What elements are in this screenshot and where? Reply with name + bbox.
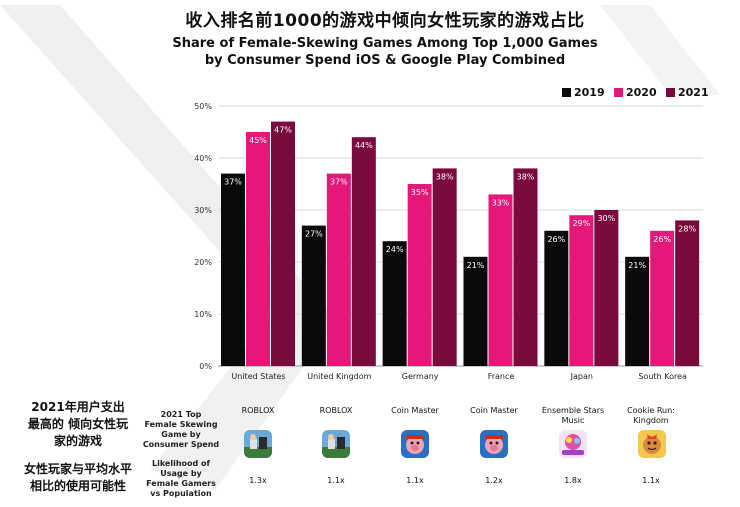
- x-tick-label: France: [488, 372, 515, 381]
- x-tick-label: United Kingdom: [307, 372, 371, 381]
- game-name-japan: Ensemble Stars Music: [541, 406, 605, 425]
- data-label: 26%: [653, 235, 671, 244]
- data-label: 37%: [330, 178, 348, 187]
- data-label: 26%: [547, 235, 565, 244]
- coin-master-icon: [401, 430, 429, 458]
- legend-label-2019: 2019: [574, 86, 605, 99]
- y-tick-label: 50%: [194, 102, 212, 111]
- multiplier-south-korea: 1.1x: [642, 476, 660, 485]
- bar-2019: [221, 173, 245, 366]
- chart-titles: 收入排名前1000的游戏中倾向女性玩家的游戏占比 Share of Female…: [0, 6, 740, 69]
- bar-2020: [650, 230, 675, 366]
- bar-2021: [594, 210, 619, 366]
- label-top-game-cn: 2021年用户支出 最高的 倾向女性玩 家的游戏: [27, 400, 129, 448]
- multiplier-united-states: 1.3x: [249, 476, 267, 485]
- cookie-run-icon: [638, 430, 666, 458]
- data-label: 28%: [678, 224, 696, 233]
- coin-master-icon: [480, 430, 508, 458]
- data-label: 24%: [386, 245, 404, 254]
- bar-2020: [326, 173, 351, 366]
- data-label: 27%: [305, 230, 323, 239]
- data-label: 38%: [517, 172, 535, 181]
- multiplier-france: 1.2x: [485, 476, 503, 485]
- bar-2020: [488, 194, 513, 366]
- y-tick-label: 0%: [199, 362, 212, 371]
- legend-swatch-2020: [614, 88, 623, 97]
- bar-2019: [301, 225, 326, 366]
- x-tick-label: South Korea: [638, 372, 687, 381]
- y-tick-label: 20%: [194, 258, 212, 267]
- x-tick-label: Germany: [402, 372, 439, 381]
- title-chinese: 收入排名前1000的游戏中倾向女性玩家的游戏占比: [185, 11, 585, 31]
- y-tick-label: 40%: [194, 154, 212, 163]
- legend-label-2021: 2021: [678, 86, 709, 99]
- bar-2019: [382, 241, 407, 366]
- bar-2019: [544, 230, 569, 366]
- ensemble-stars-icon: [559, 430, 587, 458]
- bar-2021: [271, 121, 295, 366]
- data-label: 35%: [411, 188, 429, 197]
- roblox-icon: [244, 430, 272, 458]
- legend-swatch-2021: [666, 88, 675, 97]
- data-label: 44%: [355, 141, 373, 150]
- y-tick-label: 10%: [194, 310, 212, 319]
- bar-2020: [569, 215, 594, 366]
- multiplier-germany: 1.1x: [406, 476, 424, 485]
- game-name-united-kingdom: ROBLOX: [319, 406, 353, 415]
- title-english-line1: Share of Female-Skewing Games Among Top …: [172, 36, 598, 51]
- bar-2021: [351, 137, 376, 366]
- bar-2019: [625, 256, 650, 366]
- x-tick-label: United States: [231, 372, 285, 381]
- data-label: 21%: [628, 261, 646, 270]
- bar-2021: [513, 168, 538, 366]
- data-label: 45%: [249, 136, 267, 145]
- multiplier-united-kingdom: 1.1x: [327, 476, 345, 485]
- bar-2021: [675, 220, 700, 366]
- legend-label-2020: 2020: [626, 86, 657, 99]
- legend-swatch-2019: [562, 88, 571, 97]
- data-label: 47%: [274, 126, 292, 135]
- label-likelihood-en: Likelihood of Usage by Female Gamers vs Pop…: [146, 459, 216, 498]
- game-name-south-korea: Cookie Run: Kingdom: [627, 406, 675, 425]
- label-likelihood-cn: 女性玩家与平均水平 相比的使用可能性: [23, 462, 132, 493]
- data-label: 21%: [467, 261, 485, 270]
- bar-2019: [463, 256, 488, 366]
- game-name-germany: Coin Master: [391, 406, 439, 415]
- bar-2020: [246, 132, 270, 366]
- data-label: 30%: [597, 214, 615, 223]
- game-name-france: Coin Master: [470, 406, 518, 415]
- data-label: 33%: [492, 198, 510, 207]
- data-label: 37%: [224, 178, 242, 187]
- title-english-line2: by Consumer Spend iOS & Google Play Comb…: [204, 53, 566, 68]
- label-top-game-en: 2021 Top Female Skewing Game by Consumer Sp…: [142, 410, 220, 449]
- x-tick-label: Japan: [570, 372, 593, 381]
- roblox-icon: [322, 430, 350, 458]
- bar-2021: [432, 168, 457, 366]
- multiplier-japan: 1.8x: [564, 476, 582, 485]
- y-tick-label: 30%: [194, 206, 212, 215]
- data-label: 38%: [436, 172, 454, 181]
- data-label: 29%: [572, 219, 590, 228]
- game-name-united-states: ROBLOX: [241, 406, 275, 415]
- bar-2020: [407, 184, 432, 366]
